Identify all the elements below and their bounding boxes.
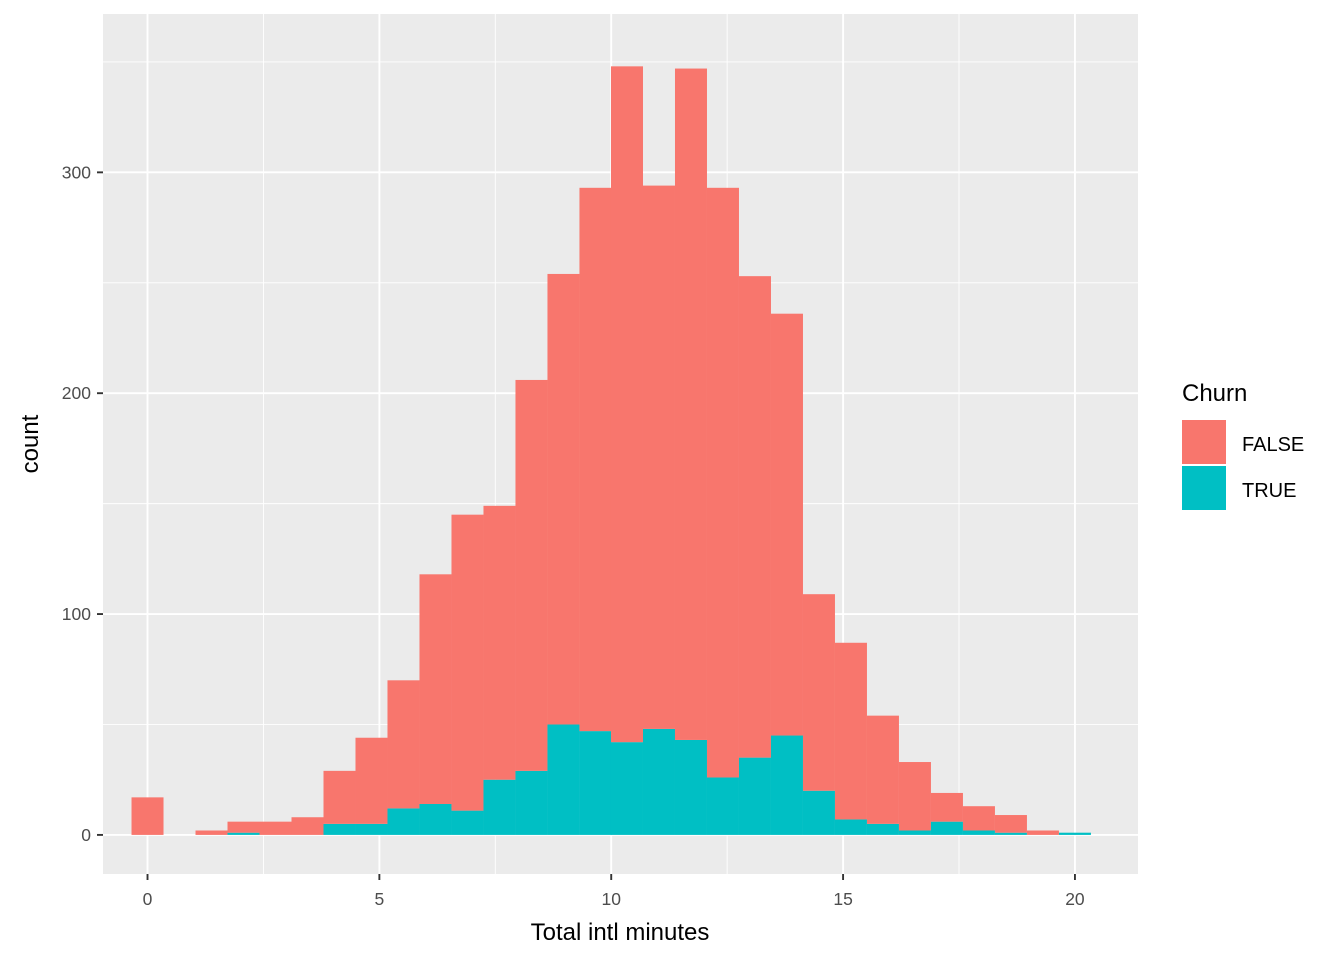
- bar-true: [515, 770, 548, 835]
- y-tick-label: 200: [62, 383, 91, 403]
- bar-true: [738, 757, 771, 835]
- bar-false: [674, 68, 707, 740]
- bar-true: [674, 739, 707, 835]
- bar-false: [323, 770, 356, 824]
- bar-false: [355, 737, 388, 824]
- bar-true: [387, 808, 420, 835]
- bar-true: [579, 731, 612, 835]
- legend-key-false: [1182, 420, 1226, 464]
- bar-false: [898, 762, 931, 831]
- bar-true: [451, 810, 484, 835]
- legend-label-false: FALSE: [1242, 434, 1304, 456]
- x-tick-label: 20: [1065, 889, 1085, 909]
- bar-false: [227, 821, 260, 833]
- y-axis-title: count: [17, 414, 44, 473]
- x-tick-label: 10: [601, 889, 621, 909]
- bar-true: [802, 790, 835, 835]
- bar-false: [802, 594, 835, 791]
- bar-false: [483, 505, 516, 780]
- bar-true: [1058, 832, 1091, 835]
- y-tick-label: 0: [81, 825, 91, 845]
- bar-true: [706, 777, 739, 835]
- bar-false: [515, 379, 548, 771]
- bar-false: [1026, 830, 1059, 835]
- bar-false: [419, 574, 452, 804]
- bar-true: [866, 823, 899, 835]
- bar-true: [610, 742, 643, 835]
- bar-true: [898, 830, 931, 835]
- bar-true: [483, 779, 516, 835]
- bar-false: [131, 797, 164, 835]
- bar-true: [323, 823, 356, 835]
- bar-false: [259, 821, 292, 835]
- bar-true: [834, 819, 867, 835]
- legend-label-true: TRUE: [1242, 480, 1296, 502]
- bar-false: [866, 715, 899, 824]
- x-axis-title: Total intl minutes: [531, 919, 710, 946]
- bar-false: [706, 187, 739, 778]
- bar-true: [547, 724, 580, 835]
- bar-false: [291, 817, 324, 835]
- legend-key-true: [1182, 466, 1226, 510]
- y-tick-label: 100: [62, 604, 91, 624]
- bar-false: [195, 830, 228, 835]
- bar-true: [930, 821, 963, 835]
- bar-false: [834, 642, 867, 820]
- bar-true: [994, 832, 1027, 835]
- bar-true: [227, 832, 260, 835]
- bar-true: [355, 823, 388, 835]
- bar-false: [738, 276, 771, 758]
- bar-true: [419, 803, 452, 835]
- bar-false: [547, 273, 580, 725]
- bar-false: [387, 680, 420, 809]
- bar-true: [642, 728, 675, 835]
- x-tick-label: 0: [143, 889, 153, 909]
- x-tick-label: 15: [833, 889, 852, 909]
- bar-false: [610, 66, 643, 743]
- y-axis-ticks: 0 100 200 300: [62, 162, 103, 845]
- bar-false: [642, 185, 675, 729]
- x-tick-label: 5: [375, 889, 385, 909]
- bar-false: [930, 792, 963, 822]
- bar-false: [579, 187, 612, 732]
- bar-true: [962, 830, 995, 835]
- legend: Churn FALSE TRUE: [1182, 380, 1304, 510]
- bar-false: [994, 815, 1027, 833]
- x-axis-ticks: 0 5 10 15 20: [143, 874, 1085, 909]
- legend-title: Churn: [1182, 380, 1247, 407]
- bar-false: [962, 806, 995, 831]
- bar-false: [451, 514, 484, 811]
- y-tick-label: 300: [62, 162, 91, 182]
- histogram-bars: [131, 66, 1091, 835]
- bar-true: [770, 735, 803, 835]
- bar-false: [770, 313, 803, 736]
